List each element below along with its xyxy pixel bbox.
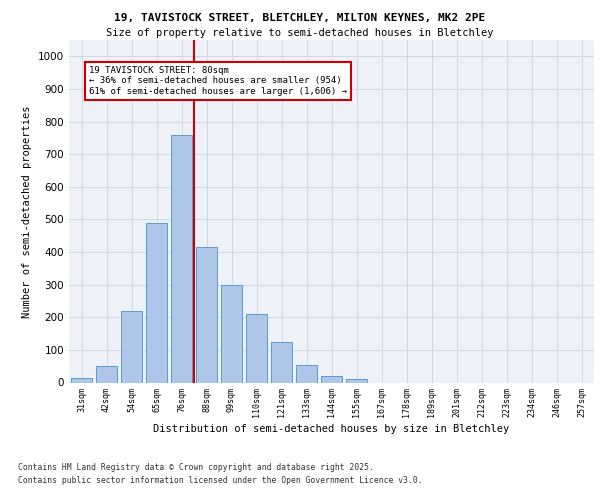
Bar (221, 284, 242, 382)
Bar (196, 247, 217, 382)
Bar (346, 378, 367, 382)
Text: Contains public sector information licensed under the Open Government Licence v3: Contains public sector information licen… (18, 476, 422, 485)
Text: Size of property relative to semi-detached houses in Bletchley: Size of property relative to semi-detach… (106, 28, 494, 38)
Y-axis label: Number of semi-detached properties: Number of semi-detached properties (22, 105, 32, 318)
Bar (71, 378, 92, 382)
Bar (146, 222, 167, 382)
Bar (246, 314, 267, 382)
Text: 19 TAVISTOCK STREET: 80sqm
← 36% of semi-detached houses are smaller (954)
61% o: 19 TAVISTOCK STREET: 80sqm ← 36% of semi… (89, 66, 347, 96)
Bar (296, 364, 317, 382)
Bar (171, 134, 192, 382)
Text: 19, TAVISTOCK STREET, BLETCHLEY, MILTON KEYNES, MK2 2PE: 19, TAVISTOCK STREET, BLETCHLEY, MILTON … (115, 12, 485, 22)
X-axis label: Distribution of semi-detached houses by size in Bletchley: Distribution of semi-detached houses by … (154, 424, 509, 434)
Bar (96, 366, 117, 382)
Bar (121, 310, 142, 382)
Bar (321, 376, 342, 382)
Text: Contains HM Land Registry data © Crown copyright and database right 2025.: Contains HM Land Registry data © Crown c… (18, 462, 374, 471)
Bar (271, 342, 292, 382)
